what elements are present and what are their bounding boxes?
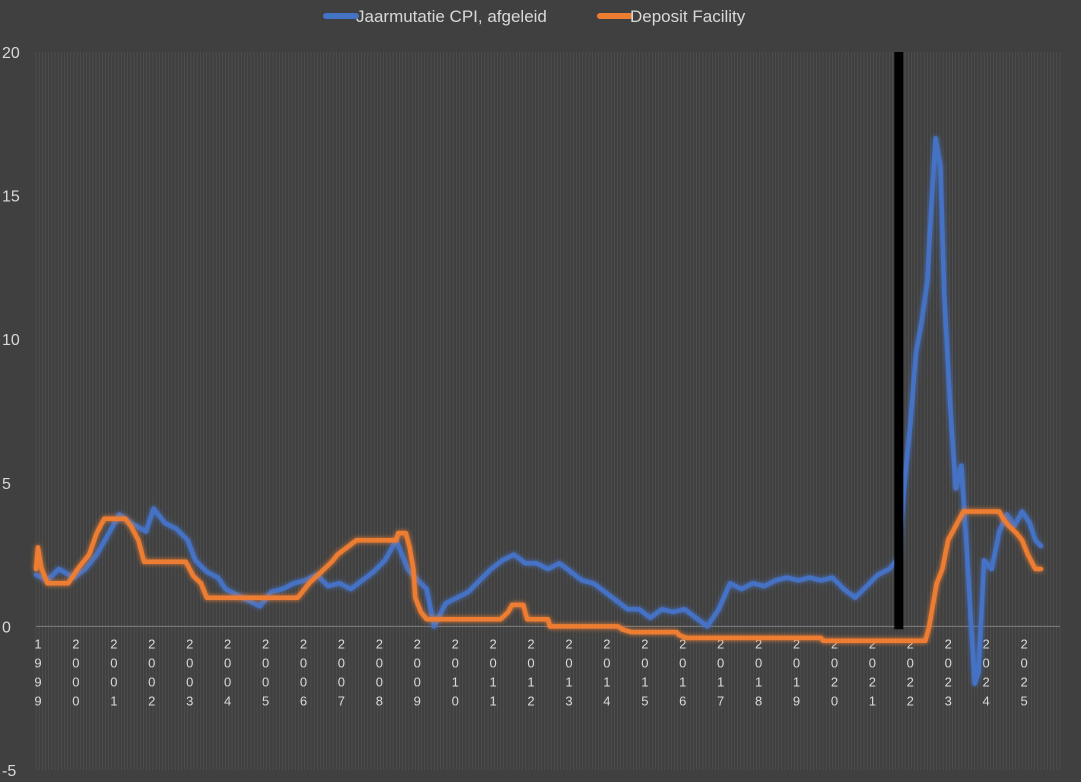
- legend: Jaarmutatie CPI, afgeleid Deposit Facilit…: [323, 7, 746, 26]
- y-tick-label: 0: [2, 619, 11, 636]
- vertical-gridlines: [35, 52, 1061, 770]
- series-line-deposit-facility: [33, 509, 1044, 644]
- series-line-cpi: [33, 135, 1044, 687]
- y-tick-label: 5: [2, 476, 11, 493]
- legend-label: Deposit Facility: [630, 7, 746, 26]
- annotation-marker: [894, 52, 904, 630]
- legend-label: Jaarmutatie CPI, afgeleid: [356, 7, 547, 26]
- y-tick-label: -5: [2, 763, 16, 780]
- y-tick-label: 20: [2, 45, 20, 62]
- series-lines: [33, 135, 1044, 687]
- y-tick-label: 10: [2, 332, 20, 349]
- vertical-marker-bar: [894, 52, 904, 630]
- y-tick-label: 15: [2, 189, 20, 206]
